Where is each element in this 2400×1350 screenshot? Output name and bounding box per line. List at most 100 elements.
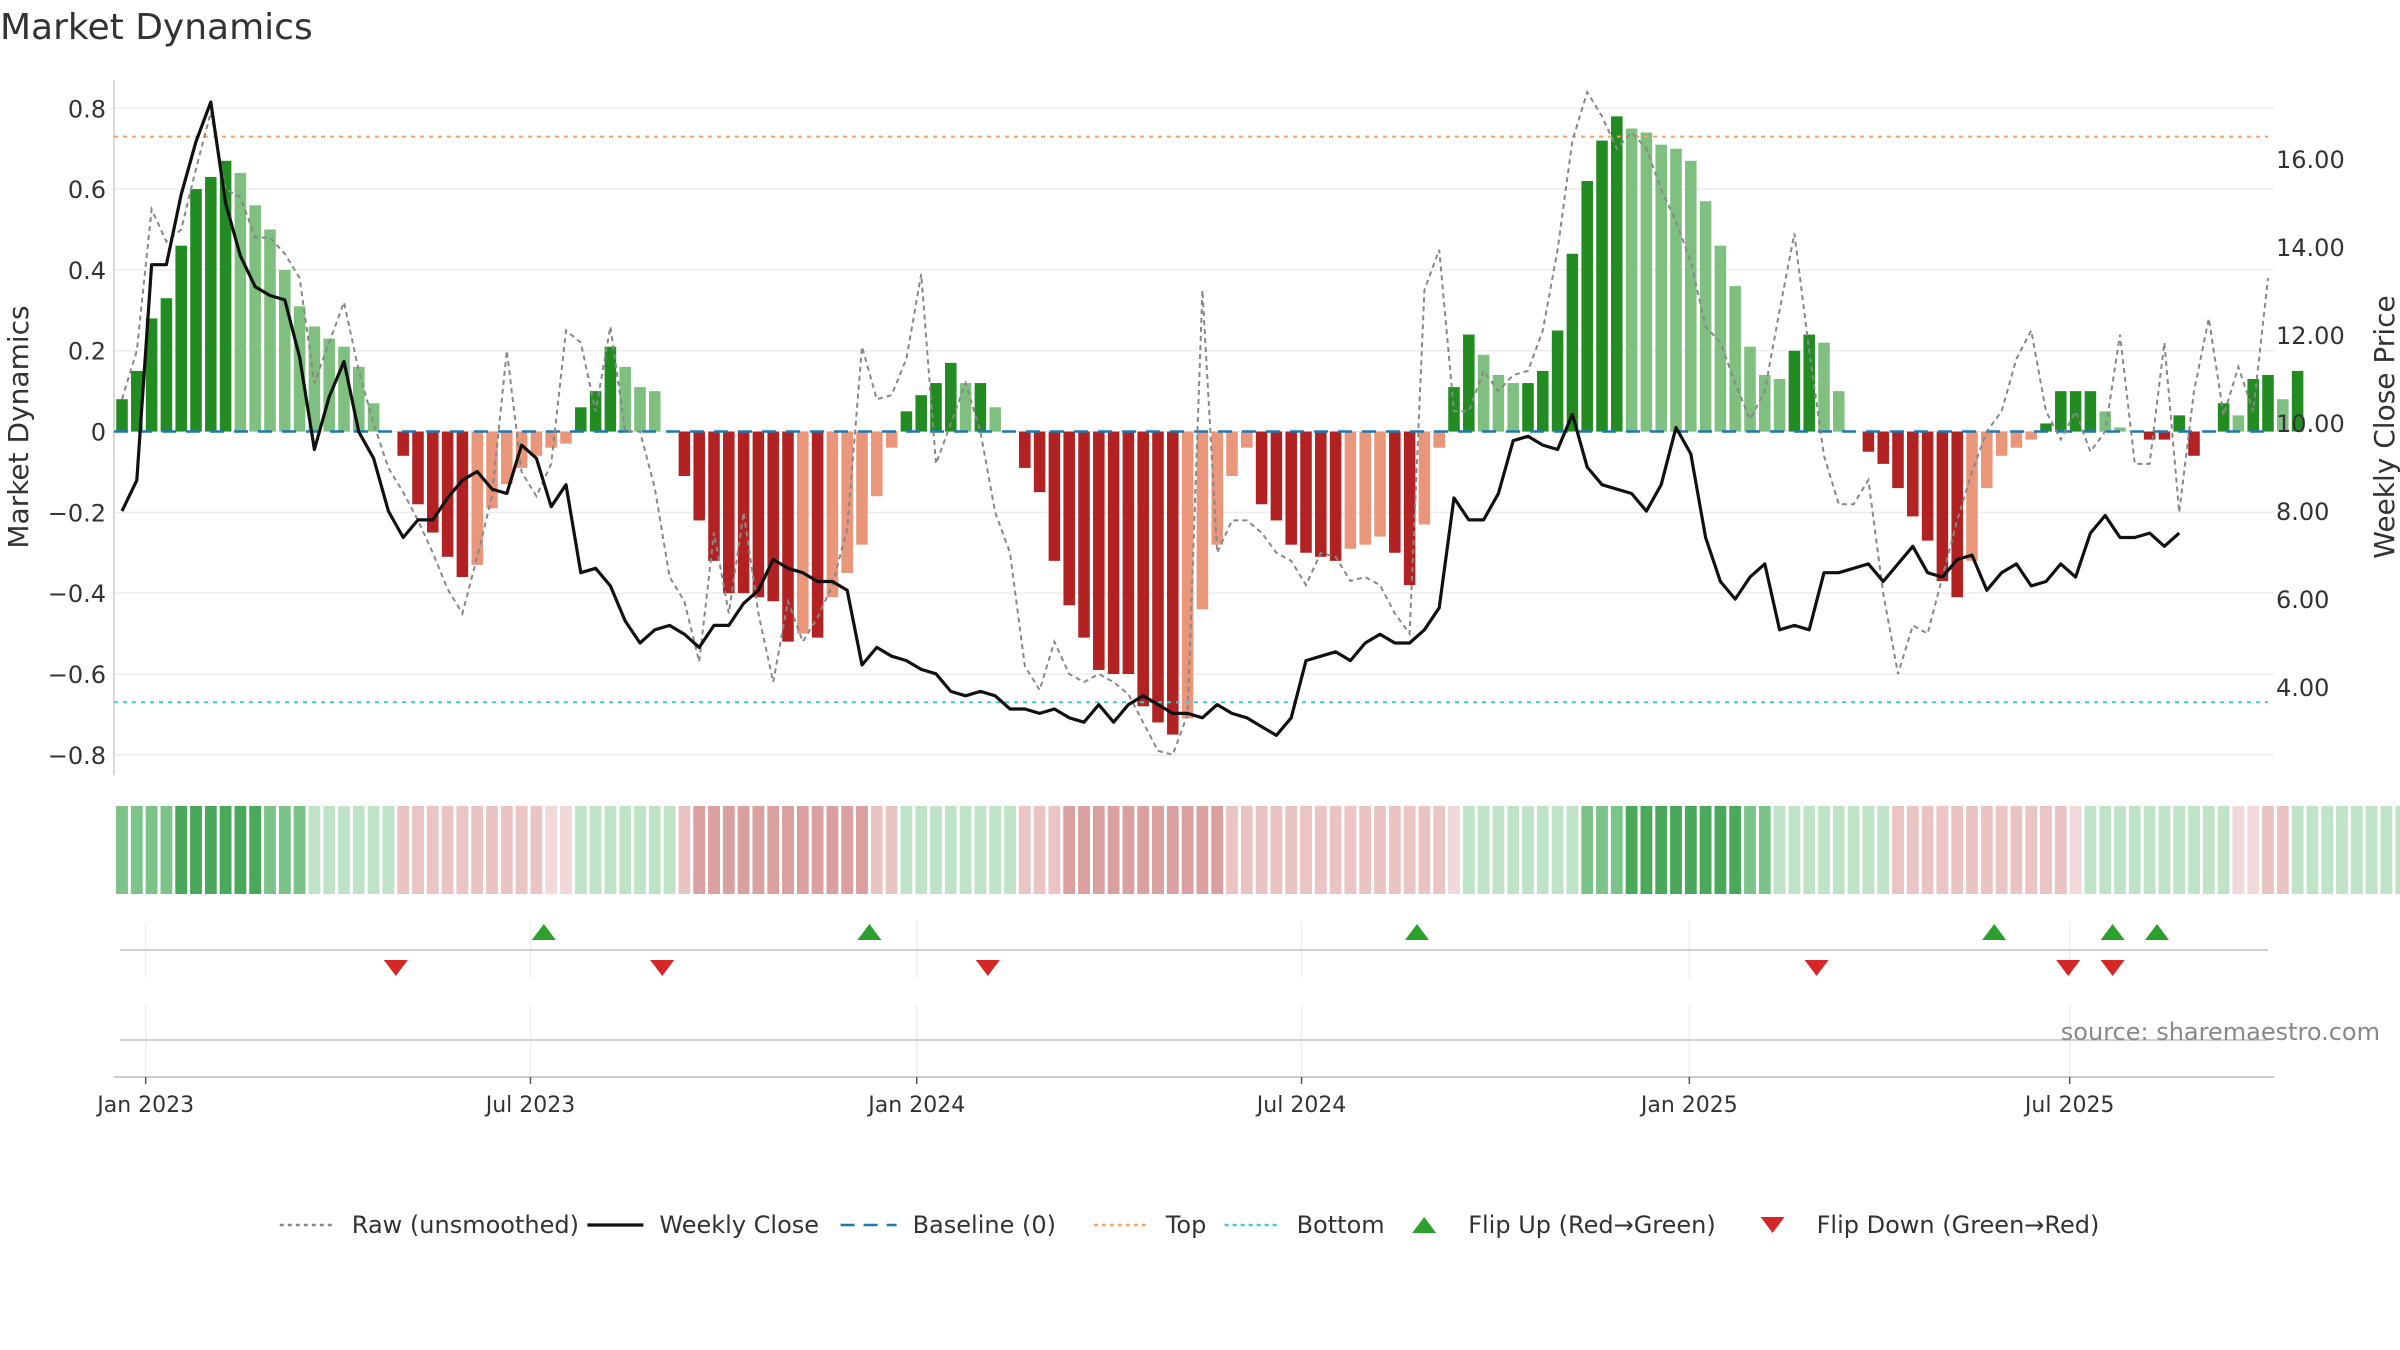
regime-cell bbox=[1966, 806, 1978, 894]
flip-panel bbox=[120, 922, 2268, 978]
regime-cell bbox=[2321, 806, 2334, 894]
regime-cell bbox=[1551, 806, 1564, 894]
legend-item-flip_down: Flip Down (Green→Red) bbox=[1760, 1211, 2099, 1239]
y2-tick-label: 14.00 bbox=[2276, 234, 2345, 262]
regime-cell bbox=[1004, 806, 1016, 894]
momentum-bar bbox=[1862, 431, 1875, 452]
regime-cell bbox=[1255, 806, 1268, 894]
legend-swatch-flip_down bbox=[1760, 1217, 1785, 1233]
regime-cell bbox=[1078, 806, 1090, 894]
momentum-bar bbox=[1921, 431, 1934, 541]
momentum-bar bbox=[1211, 431, 1223, 545]
regime-cell bbox=[323, 806, 336, 894]
regime-cell bbox=[1625, 806, 1638, 894]
regime-cell bbox=[589, 806, 602, 894]
legend-item-close: Weekly Close bbox=[587, 1211, 819, 1239]
regime-cell bbox=[870, 806, 883, 894]
momentum-bar bbox=[2084, 391, 2097, 432]
momentum-bar bbox=[412, 431, 424, 505]
regime-cell bbox=[663, 806, 676, 894]
momentum-bar bbox=[1699, 201, 1712, 432]
regime-cell bbox=[648, 806, 661, 894]
momentum-bar bbox=[116, 399, 128, 432]
momentum-bar bbox=[1492, 374, 1505, 432]
momentum-bar bbox=[1729, 286, 1741, 432]
regime-cell bbox=[2202, 806, 2215, 894]
y-tick-label: 0.8 bbox=[68, 95, 106, 123]
momentum-bar bbox=[841, 431, 853, 573]
regime-cell bbox=[264, 806, 276, 894]
momentum-bar bbox=[1344, 431, 1357, 549]
x-tick-label: Jul 2025 bbox=[2023, 1093, 2115, 1118]
regime-cell bbox=[2306, 806, 2319, 894]
momentum-bar bbox=[1951, 431, 1963, 598]
momentum-bar bbox=[974, 383, 987, 432]
momentum-bar bbox=[1315, 431, 1327, 557]
momentum-bar bbox=[1241, 431, 1253, 448]
momentum-bar bbox=[2069, 391, 2082, 432]
momentum-bar bbox=[1522, 383, 1534, 432]
regime-cell bbox=[1936, 806, 1949, 894]
regime-cell bbox=[190, 806, 202, 894]
momentum-bar bbox=[219, 160, 232, 432]
momentum-bar bbox=[708, 431, 720, 561]
legend-label-raw: Raw (unsmoothed) bbox=[352, 1211, 579, 1239]
regime-cell bbox=[2262, 806, 2274, 894]
momentum-bar bbox=[1892, 431, 1904, 489]
regime-cell bbox=[1448, 806, 1460, 894]
regime-cell bbox=[2114, 806, 2126, 894]
regime-cell bbox=[2084, 806, 2097, 894]
momentum-bar bbox=[1463, 334, 1475, 432]
legend: Raw (unsmoothed) Weekly Close Baseline (0)… bbox=[279, 1211, 2099, 1239]
momentum-bar bbox=[619, 366, 631, 432]
momentum-bar bbox=[1803, 334, 1815, 432]
momentum-bar bbox=[530, 431, 543, 456]
y2-tick-label: 4.00 bbox=[2276, 674, 2329, 702]
regime-cell bbox=[293, 806, 306, 894]
momentum-bar bbox=[1019, 431, 1031, 468]
regime-cell bbox=[1995, 806, 2008, 894]
regime-cell bbox=[486, 806, 498, 894]
flip-markers bbox=[383, 924, 2169, 976]
momentum-bar bbox=[1137, 431, 1149, 707]
regime-cell bbox=[456, 806, 469, 894]
momentum-bar bbox=[1655, 144, 1667, 432]
momentum-bar bbox=[2232, 415, 2245, 432]
x-tick-label: Jan 2023 bbox=[95, 1093, 194, 1118]
momentum-bar bbox=[1270, 431, 1283, 521]
momentum-bar bbox=[1936, 431, 1949, 582]
regime-cell bbox=[885, 806, 898, 894]
legend-label-close: Weekly Close bbox=[659, 1211, 819, 1239]
y2-tick-label: 10.00 bbox=[2276, 410, 2345, 438]
regime-cell bbox=[1596, 806, 1608, 894]
momentum-bar bbox=[575, 407, 587, 432]
regime-cell bbox=[1433, 806, 1446, 894]
momentum-bar bbox=[1433, 431, 1445, 448]
y-tick-label: −0.8 bbox=[48, 742, 106, 770]
momentum-bar bbox=[2277, 399, 2289, 432]
regime-cell bbox=[1285, 806, 1298, 894]
y-tick-label: −0.6 bbox=[48, 661, 106, 689]
regime-cell bbox=[974, 806, 987, 894]
momentum-bar bbox=[811, 431, 824, 638]
regime-cell bbox=[1181, 806, 1194, 894]
momentum-bar bbox=[1418, 431, 1431, 525]
regime-cell bbox=[900, 806, 913, 894]
legend-label-top: Top bbox=[1165, 1211, 1207, 1239]
flip-up-marker bbox=[1405, 924, 1429, 940]
momentum-bar bbox=[2114, 427, 2126, 432]
momentum-bar bbox=[471, 431, 483, 565]
y-tick-label: −0.4 bbox=[48, 580, 106, 608]
regime-cell bbox=[1803, 806, 1816, 894]
regime-cell bbox=[2173, 806, 2186, 894]
regime-cell bbox=[1033, 806, 1046, 894]
regime-cell bbox=[1773, 806, 1786, 894]
regime-cell bbox=[249, 806, 262, 894]
regime-cell bbox=[1818, 806, 1830, 894]
regime-cell bbox=[1847, 806, 1860, 894]
regime-cell bbox=[441, 806, 454, 894]
momentum-bar bbox=[293, 306, 306, 432]
momentum-bar bbox=[397, 431, 409, 456]
regime-cell bbox=[1921, 806, 1934, 894]
regime-cell bbox=[930, 806, 942, 894]
